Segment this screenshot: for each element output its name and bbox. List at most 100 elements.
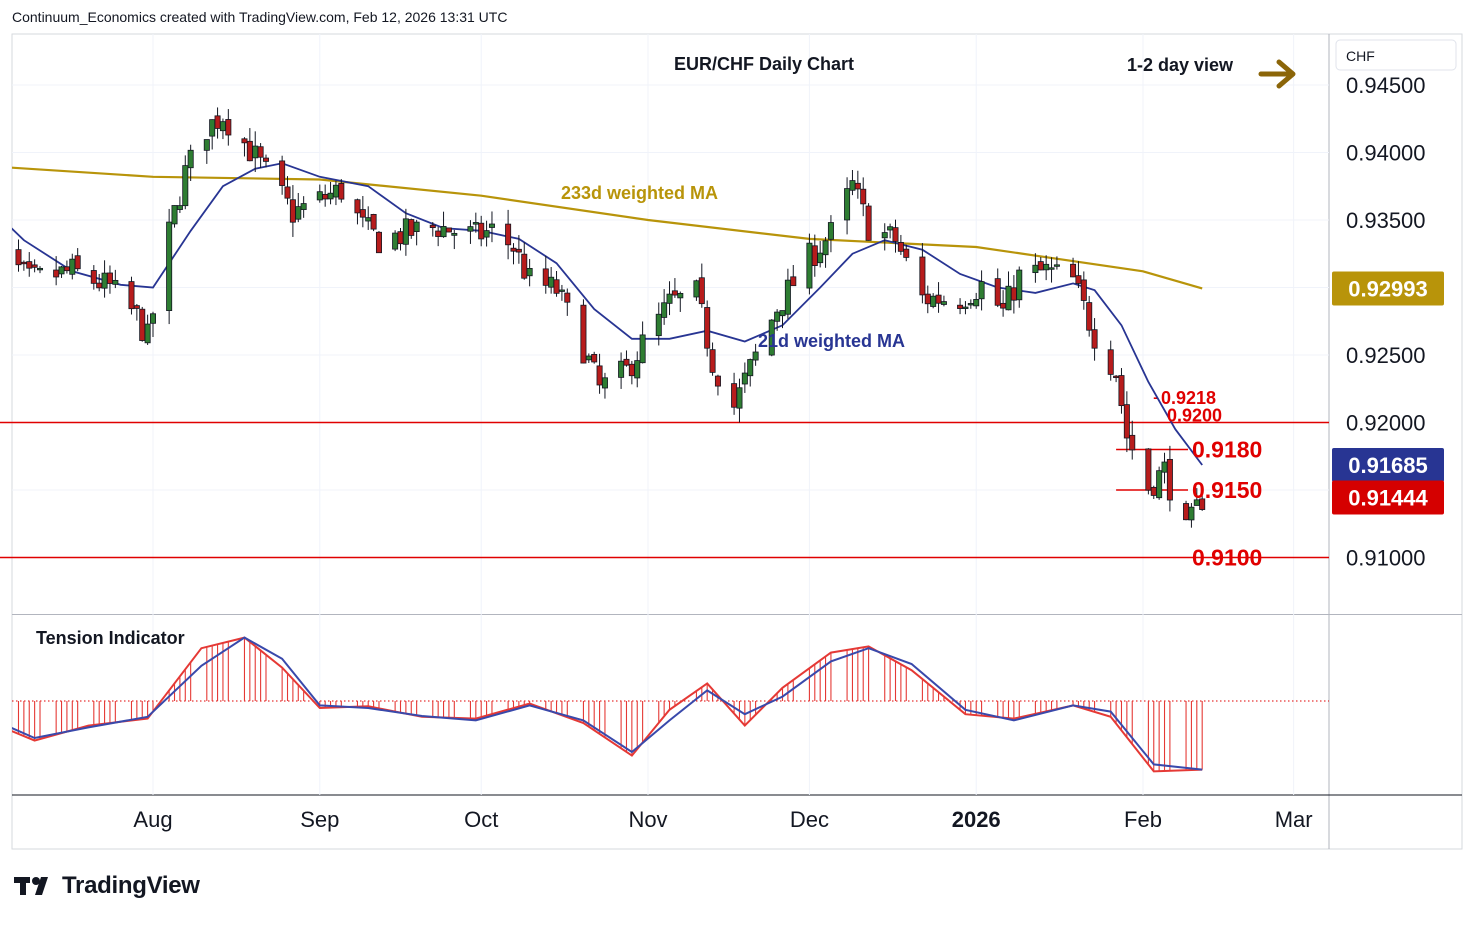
- time-tick-label: Aug: [133, 807, 172, 832]
- candle: [408, 218, 415, 239]
- candle: [1183, 500, 1190, 521]
- time-tick-label: Oct: [464, 807, 498, 832]
- candle: [967, 299, 974, 309]
- candle: [166, 208, 173, 325]
- time-tick-label: 2026: [952, 807, 1001, 832]
- candle: [634, 351, 641, 388]
- currency-label: CHF: [1346, 48, 1375, 64]
- right-arrow-icon: [1258, 59, 1296, 89]
- candle: [375, 231, 382, 254]
- candle: [1107, 340, 1114, 381]
- candle: [768, 319, 775, 357]
- candle: [332, 180, 339, 206]
- candle: [542, 255, 549, 294]
- candle: [827, 215, 834, 253]
- candle: [338, 179, 345, 203]
- candle: [521, 242, 528, 280]
- candle: [844, 177, 851, 235]
- candle: [101, 260, 108, 298]
- candle: [445, 227, 452, 233]
- candle: [618, 352, 625, 389]
- chart-title: EUR/CHF Daily Chart: [674, 54, 854, 74]
- candle: [1129, 420, 1136, 460]
- candle: [300, 196, 307, 218]
- candle: [96, 273, 103, 292]
- candle: [90, 265, 97, 290]
- candle: [252, 131, 259, 173]
- candle: [1086, 295, 1093, 337]
- candle: [392, 230, 399, 252]
- candle: [919, 243, 926, 304]
- last-price-badge: 0.91444: [1332, 480, 1444, 515]
- candle: [106, 265, 113, 294]
- level-label-0.9180: 0.9180: [1192, 437, 1262, 463]
- candle: [784, 268, 791, 319]
- ma233-line: [12, 166, 1203, 290]
- candle: [1000, 290, 1007, 317]
- candle: [709, 342, 716, 376]
- candle: [128, 276, 135, 315]
- candle: [978, 270, 985, 311]
- candle: [171, 205, 178, 228]
- candle: [811, 234, 818, 277]
- candle: [564, 288, 571, 316]
- candle: [623, 350, 630, 367]
- candle: [1161, 452, 1168, 484]
- candle: [881, 223, 888, 251]
- candle: [451, 229, 458, 250]
- candle: [149, 311, 156, 337]
- tradingview-logo[interactable]: TradingView: [14, 872, 200, 900]
- time-tick-label: Dec: [790, 807, 829, 832]
- candle: [1113, 375, 1120, 383]
- candle: [365, 206, 372, 230]
- candle: [1010, 275, 1017, 314]
- candle: [284, 176, 291, 205]
- candle: [704, 300, 711, 357]
- candle: [214, 107, 221, 139]
- candle: [1053, 256, 1060, 270]
- candle: [133, 303, 140, 321]
- candle: [661, 289, 668, 325]
- candle: [580, 299, 587, 364]
- ma21-price-badge: 0.91685: [1332, 448, 1444, 483]
- time-axis-ticks: Aug Sep Oct Nov Dec 2026 Feb Mar: [133, 807, 1312, 832]
- candle: [1156, 466, 1163, 500]
- candle: [246, 128, 253, 162]
- candle: [20, 260, 27, 271]
- candle: [397, 228, 404, 251]
- ma21-label: 21d weighted MA: [758, 331, 905, 351]
- candle: [591, 351, 598, 364]
- candle: [203, 139, 210, 164]
- candle: [822, 237, 829, 268]
- candle: [289, 185, 296, 237]
- chart-credit: Continuum_Economics created with Trading…: [12, 9, 508, 25]
- candle: [924, 285, 931, 314]
- candle: [505, 209, 512, 260]
- price-tick-label: 0.94000: [1346, 141, 1426, 166]
- candle: [262, 154, 269, 168]
- candle: [655, 302, 662, 346]
- candle: [1123, 391, 1130, 453]
- candle: [677, 291, 684, 312]
- candle: [279, 155, 286, 195]
- ma233-price-badge: 0.92993: [1332, 271, 1444, 306]
- candle: [1037, 257, 1044, 271]
- candle: [1150, 485, 1157, 500]
- candle: [752, 343, 759, 366]
- candle: [467, 220, 474, 244]
- level-label-0.9150: 0.9150: [1192, 477, 1262, 503]
- candle: [483, 220, 490, 247]
- candle: [144, 314, 151, 345]
- candle: [666, 281, 673, 316]
- candlestick-series: [0, 107, 1206, 528]
- candle: [74, 248, 81, 272]
- candle: [257, 143, 264, 169]
- candle: [69, 253, 76, 280]
- candle: [510, 243, 517, 265]
- candle: [747, 358, 754, 387]
- candle: [1188, 503, 1195, 528]
- candle: [0, 239, 5, 256]
- candle: [854, 170, 861, 199]
- currency-box[interactable]: [1335, 39, 1457, 71]
